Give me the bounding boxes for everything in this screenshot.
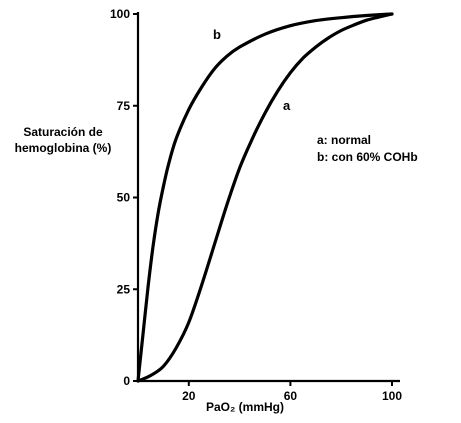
axis-ticks: 0 25 50 75 100 20 60 100	[110, 7, 402, 403]
x-axis-label: PaO₂ (mmHg)	[205, 400, 284, 414]
series-label-b: b	[213, 27, 221, 42]
series-line-b	[136, 12, 394, 383]
x-tick-label-20: 20	[182, 389, 196, 403]
y-axis-label-line-2: hemoglobina (%)	[14, 141, 112, 155]
axes	[136, 12, 400, 383]
series-label-a: a	[283, 98, 291, 113]
curves	[136, 12, 394, 383]
legend: a: normal b: con 60% COHb	[317, 132, 418, 166]
y-tick-label-50: 50	[117, 191, 131, 205]
y-tick-label-75: 75	[117, 99, 131, 113]
series-line-a	[136, 12, 394, 383]
y-tick-label-0: 0	[123, 374, 130, 388]
y-axis-label: Saturación de hemoglobina (%)	[4, 124, 122, 156]
y-axis-label-line-1: Saturación de	[23, 125, 103, 139]
legend-entry-b: b: con 60% COHb	[317, 150, 418, 164]
x-tick-label-60: 60	[284, 389, 298, 403]
y-tick-label-25: 25	[117, 282, 131, 296]
legend-entry-a: a: normal	[317, 133, 372, 147]
y-tick-label-100: 100	[110, 7, 130, 21]
x-tick-label-100: 100	[382, 389, 402, 403]
